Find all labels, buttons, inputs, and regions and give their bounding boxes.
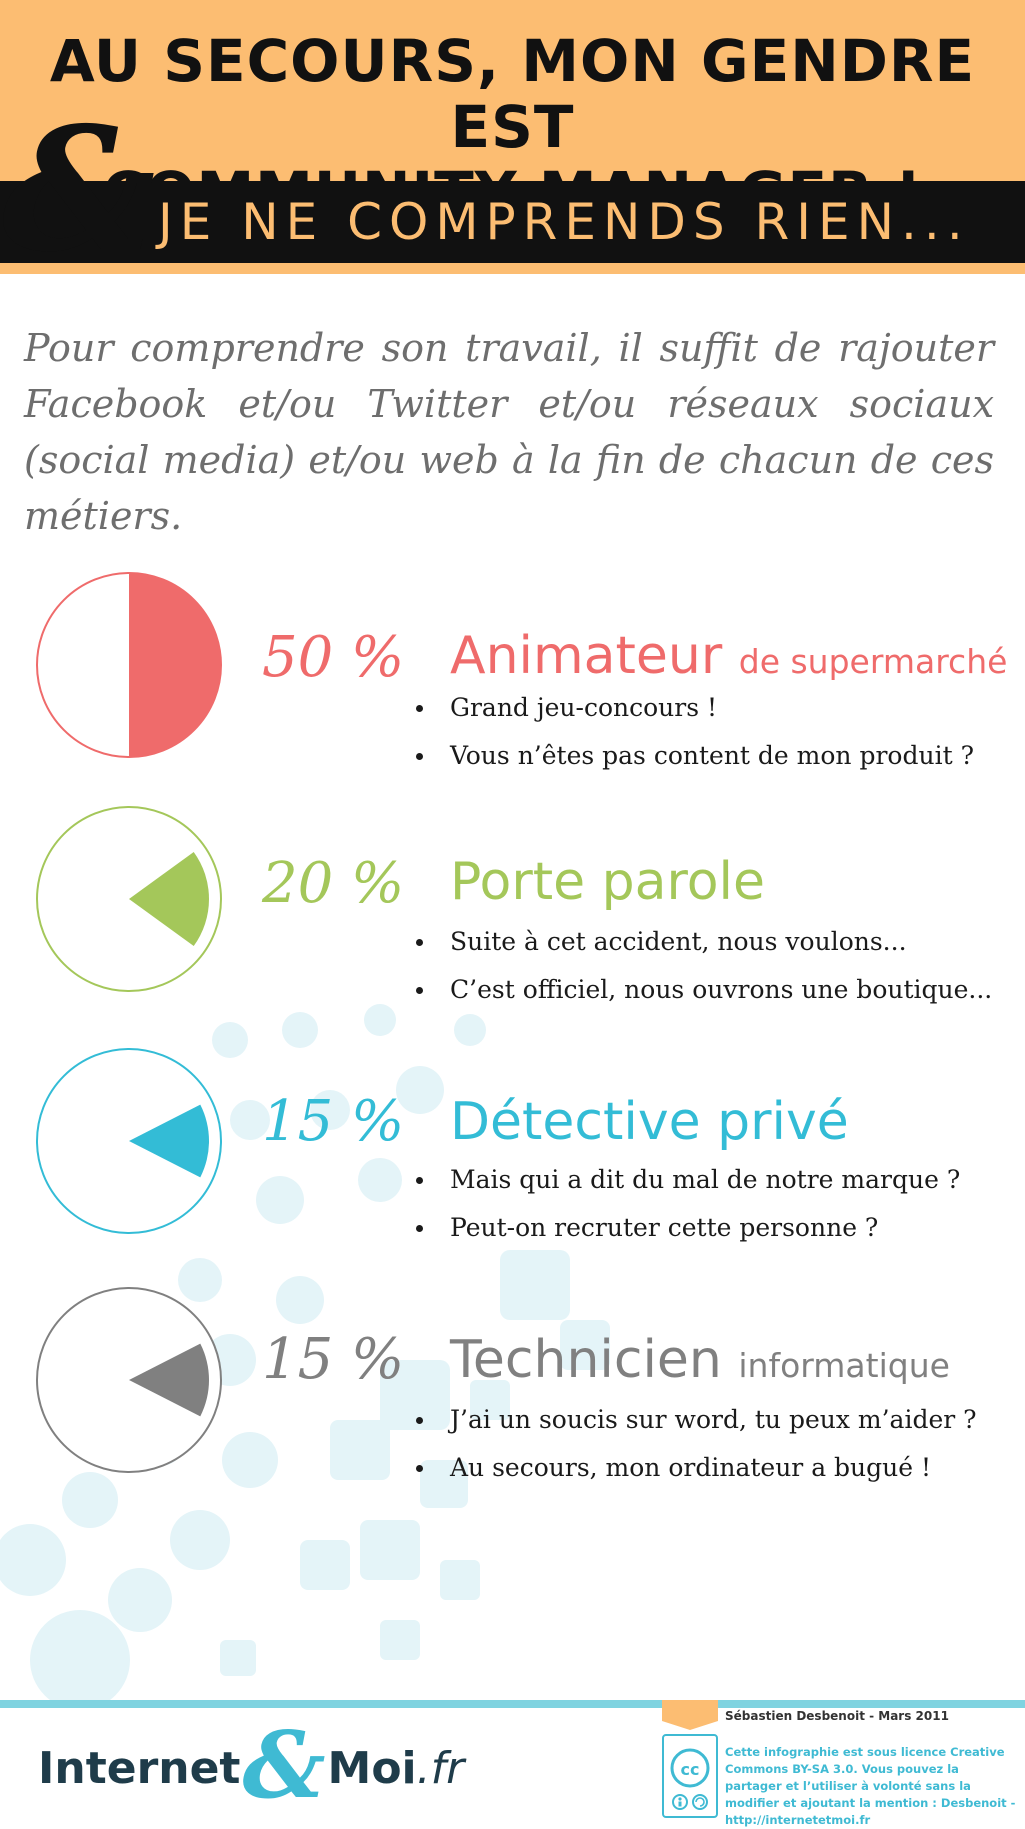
pie-chart-item-0 — [36, 572, 222, 758]
job-name-1: Porte parole — [450, 852, 765, 912]
percent-label-0: 50 % — [262, 625, 405, 690]
brand-ampersand: & — [242, 1711, 326, 1819]
creative-commons-icon: cc — [670, 1748, 710, 1810]
subtitle: JE NE COMPRENDS RIEN... — [158, 193, 970, 251]
job-title-3: Technicien informatique — [450, 1328, 1020, 1398]
percent-label-1: 20 % — [262, 851, 405, 916]
job-name-3: Technicien — [450, 1330, 722, 1390]
bullet-item: Suite à cet accident, nous voulons... — [410, 918, 1010, 966]
bullet-list-3: J’ai un soucis sur word, tu peux m’aider… — [410, 1396, 1010, 1492]
pie-chart-item-1 — [36, 806, 222, 992]
bullet-item: Mais qui a dit du mal de notre marque ? — [410, 1156, 1010, 1204]
job-suffix-3: informatique — [738, 1346, 950, 1385]
bullet-item: J’ai un soucis sur word, tu peux m’aider… — [410, 1396, 1010, 1444]
brand-moi: Moi — [327, 1743, 417, 1794]
pie-slice — [129, 1343, 210, 1417]
ampersand-logo: & — [2, 90, 156, 290]
percent-label-2: 15 % — [262, 1089, 405, 1154]
brand-internet: Internet — [38, 1743, 241, 1794]
intro-text: Pour comprendre son travail, il suffit d… — [24, 326, 994, 538]
pie-slice — [129, 851, 210, 947]
bullet-item: Peut-on recruter cette personne ? — [410, 1204, 1010, 1252]
brand-logo[interactable]: Internet&Moi.fr — [38, 1719, 464, 1811]
ribbon-decoration — [662, 1700, 718, 1730]
license-badge[interactable]: cc — [662, 1734, 718, 1818]
percent-label-3: 15 % — [262, 1327, 405, 1392]
job-name-0: Animateur — [450, 626, 723, 686]
bullet-item: Au secours, mon ordinateur a bugué ! — [410, 1444, 1010, 1492]
svg-text:cc: cc — [681, 1760, 700, 1779]
bullet-list-0: Grand jeu-concours ! Vous n’êtes pas con… — [410, 684, 1010, 780]
job-name-2: Détective privé — [450, 1092, 849, 1152]
job-title-2: Détective privé — [450, 1090, 1020, 1160]
pie-chart-item-2 — [36, 1048, 222, 1234]
bullet-list-1: Suite à cet accident, nous voulons... C’… — [410, 918, 1010, 1014]
pie-slice — [129, 1104, 210, 1178]
brand-tld: .fr — [416, 1743, 465, 1794]
title-line-1: AU SECOURS, MON GENDRE EST — [49, 27, 976, 161]
bullet-list-2: Mais qui a dit du mal de notre marque ? … — [410, 1156, 1010, 1252]
job-title-1: Porte parole — [450, 850, 1020, 920]
job-suffix-0: de supermarché — [738, 642, 1008, 681]
author-credit: Sébastien Desbenoit - Mars 2011 — [725, 1709, 949, 1723]
job-title-0: Animateur de supermarché — [450, 624, 1020, 694]
subtitle-band — [0, 181, 1025, 263]
bullet-item: Vous n’êtes pas content de mon produit ? — [410, 732, 1010, 780]
bullet-item: C’est officiel, nous ouvrons une boutiqu… — [410, 966, 1010, 1014]
pie-chart-item-3 — [36, 1287, 222, 1473]
pie-slice — [129, 573, 221, 757]
footer-divider — [0, 1700, 1025, 1708]
bullet-item: Grand jeu-concours ! — [410, 684, 1010, 732]
license-text: Cette infographie est sous licence Creat… — [725, 1745, 1016, 1827]
